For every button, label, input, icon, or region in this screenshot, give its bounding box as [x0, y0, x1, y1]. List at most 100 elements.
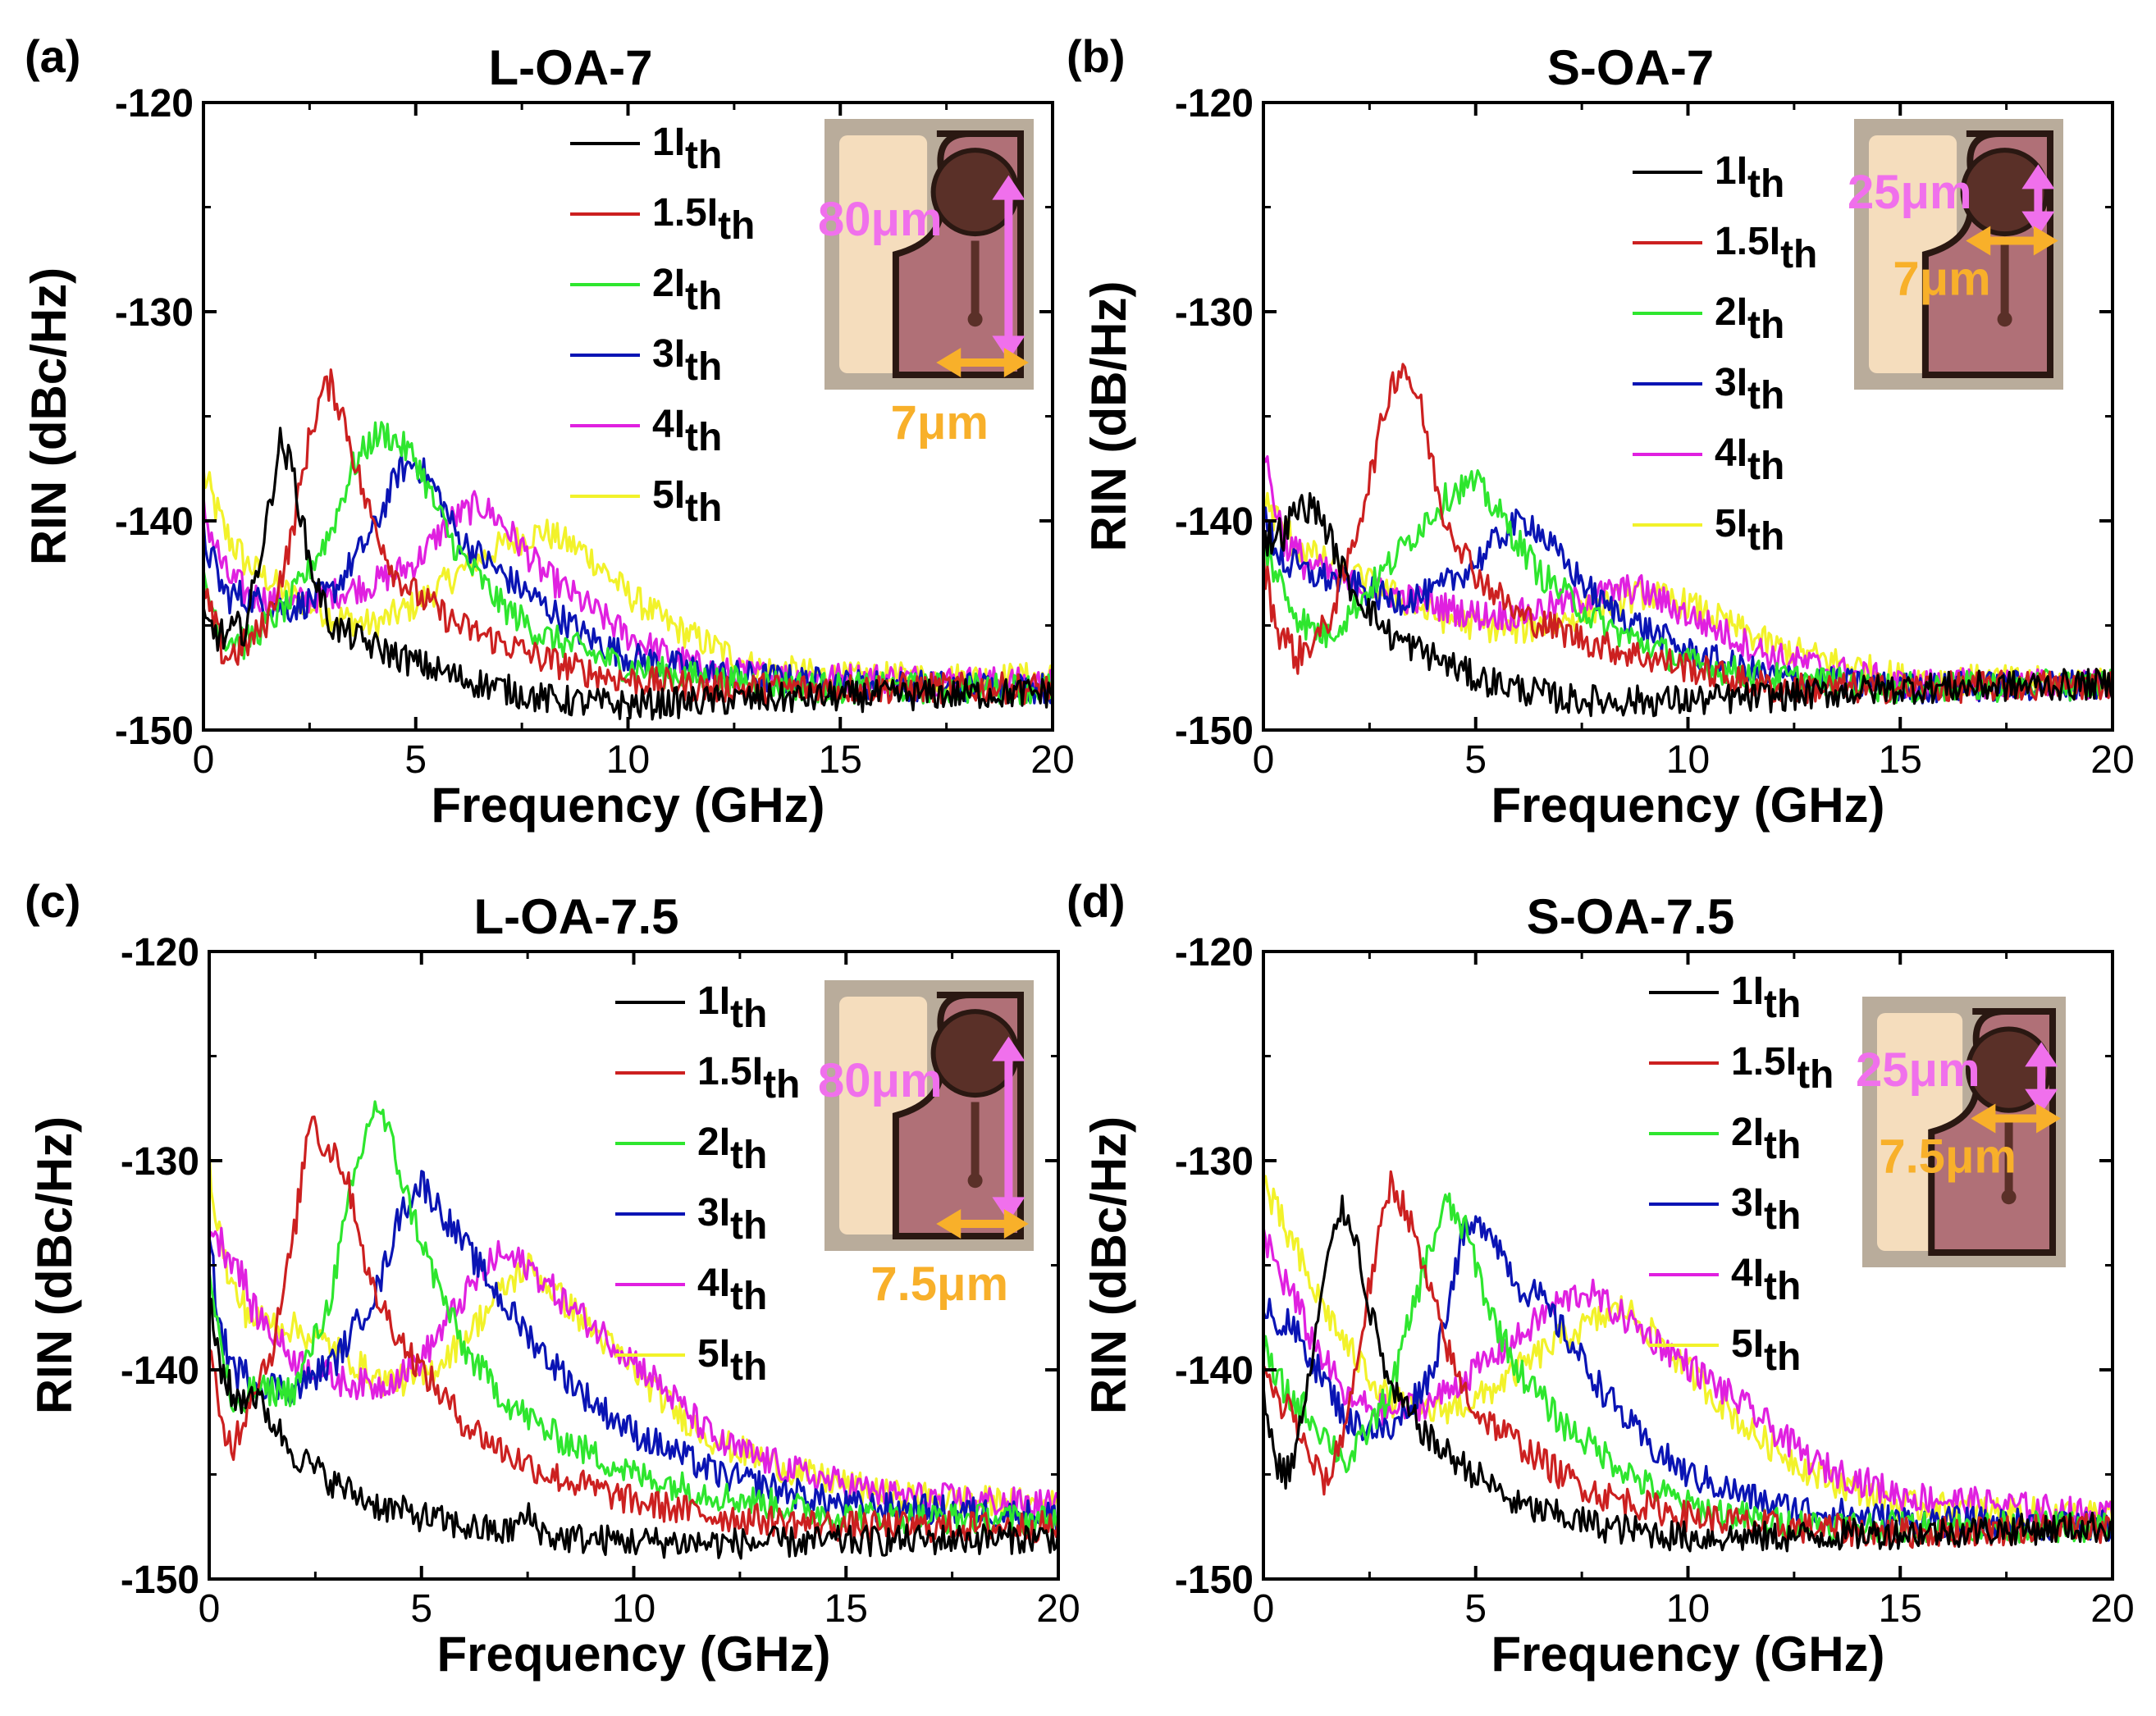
y-tick-label: -150 [1175, 1559, 1254, 1602]
legend-entry-3Ith: 3Ith [1633, 361, 1784, 418]
y-tick-label: -120 [1175, 931, 1254, 974]
legend-label-main: 5I [1731, 1322, 1764, 1366]
legend-label-sub: th [1764, 1335, 1801, 1379]
series-group [209, 1100, 1058, 1560]
legend-label: 3Ith [652, 332, 722, 389]
legend-label-sub: th [763, 1063, 800, 1107]
legend-label: 1Ith [697, 979, 767, 1036]
arrow-head-right [1003, 1209, 1029, 1239]
legend-label: 2Ith [652, 262, 722, 318]
series-line-1.5Ith [203, 368, 1053, 705]
legend-label-sub: th [1764, 1194, 1801, 1238]
panel-label: (a) [25, 30, 80, 82]
legend-label-main: 5I [1715, 502, 1747, 545]
chart-panel-2: (b) S-OA-7 0 5 10 15 20 -120 -130 -140 -150 Frequen… [1067, 30, 2135, 833]
legend-entry-5Ith: 5Ith [615, 1332, 767, 1389]
series-line-1Ith [1263, 1194, 2113, 1553]
legend-label-main: 3I [1731, 1181, 1764, 1225]
arrow-head-left [936, 1209, 962, 1239]
legend-label-sub: th [1747, 162, 1784, 206]
x-tick-label: 20 [2090, 1587, 2134, 1631]
x-tick-label: 10 [612, 1587, 655, 1631]
x-tick-label: 5 [1464, 738, 1487, 782]
legend-entry-1Ith: 1Ith [1633, 149, 1784, 206]
series-line-1Ith [209, 1298, 1058, 1560]
legend-label: 3Ith [1731, 1181, 1801, 1238]
y-tick-label: -130 [1175, 1140, 1254, 1184]
legend-entry-1Ith: 1Ith [1649, 970, 1801, 1026]
legend-label-main: 5I [697, 1332, 730, 1376]
series-line-2Ith [203, 421, 1053, 705]
legend-label: 1Ith [652, 121, 722, 177]
horizontal-dimension-label: 7μm [891, 396, 989, 450]
legend-entry-1.5Ith: 1.5Ith [1649, 1040, 1834, 1097]
x-tick-label: 0 [1253, 1587, 1275, 1631]
aperture [2001, 1189, 2017, 1205]
series-line-4Ith [209, 1226, 1058, 1522]
legend-label-sub: th [685, 486, 722, 530]
legend-entry-2Ith: 2Ith [1649, 1111, 1801, 1167]
legend-label-main: 3I [697, 1191, 730, 1235]
series-line-3Ith [1263, 1215, 2113, 1542]
series-line-4Ith [1263, 1226, 2113, 1531]
legend-label-main: 2I [652, 262, 685, 305]
series-line-3Ith [209, 1170, 1058, 1531]
series-line-4Ith [1263, 454, 2113, 701]
legend-label-sub: th [1780, 233, 1817, 276]
legend-entry-3Ith: 3Ith [570, 332, 722, 389]
x-tick-label: 15 [819, 738, 862, 782]
x-tick-label: 0 [1253, 738, 1275, 782]
legend-label: 1Ith [1715, 149, 1784, 206]
x-tick-label: 20 [1030, 738, 1074, 782]
legend-entry-5Ith: 5Ith [1633, 502, 1784, 559]
legend-label: 2Ith [1715, 290, 1784, 347]
legend-entry-4Ith: 4Ith [1649, 1252, 1801, 1308]
arrow-head-down [2025, 1088, 2058, 1114]
legend-label: 4Ith [1715, 431, 1784, 488]
arrow-head-up [992, 1036, 1025, 1061]
legend-label-main: 2I [1731, 1111, 1764, 1154]
legend-label-main: 2I [697, 1120, 730, 1164]
arrow-head-up [2025, 1042, 2058, 1067]
legend-label-sub: th [1764, 1265, 1801, 1308]
arrow-head-down [2021, 211, 2055, 236]
x-tick-label: 5 [410, 1587, 432, 1631]
legend-label-sub: th [730, 1345, 767, 1389]
legend-entry-1Ith: 1Ith [570, 121, 722, 177]
legend-label: 2Ith [697, 1120, 767, 1177]
legend-label-sub: th [685, 275, 722, 318]
legend-label-main: 1.5I [1715, 220, 1780, 263]
y-tick-label: -120 [1175, 82, 1254, 126]
horizontal-dimension-label: 7μm [1893, 253, 1990, 306]
aperture [967, 1173, 983, 1189]
arrow-head-up [2021, 164, 2055, 189]
x-tick-label: 15 [824, 1587, 868, 1631]
x-tick-label: 20 [1036, 1587, 1080, 1631]
legend-label-sub: th [730, 1275, 767, 1318]
y-tick-label: -130 [121, 1140, 199, 1184]
legend-label-sub: th [1747, 374, 1784, 418]
legend-label: 1.5Ith [697, 1050, 800, 1107]
y-axis-label: RIN (dBc/Hz) [27, 1116, 82, 1414]
series-line-1Ith [1263, 491, 2113, 718]
vertical-dimension-label: 80μm [818, 193, 943, 246]
x-tick-label: 5 [1464, 1587, 1487, 1631]
device-micrograph-inset: 80μm 7μm [818, 119, 1034, 450]
arrow-head-right [2033, 226, 2058, 256]
legend-label-sub: th [730, 1204, 767, 1248]
aperture [967, 312, 983, 327]
chart-title: L-OA-7.5 [473, 889, 678, 944]
legend-label-sub: th [1797, 1053, 1834, 1097]
legend-label-sub: th [1747, 445, 1784, 488]
legend-label-main: 1I [1715, 149, 1747, 193]
arrow-head-down [992, 1197, 1025, 1222]
x-axis-label: Frequency (GHz) [1491, 778, 1884, 833]
legend-label: 5Ith [1715, 502, 1784, 559]
legend-entry-2Ith: 2Ith [615, 1120, 767, 1177]
series-line-1Ith [203, 427, 1053, 721]
chart-panel-4: (d) S-OA-7.5 0 5 10 15 20 -120 -130 -140 -150 Frequ… [1067, 875, 2135, 1682]
legend-label-main: 1I [652, 121, 685, 164]
arrow-head-left [1966, 226, 1991, 256]
legend-entry-1.5Ith: 1.5Ith [1633, 220, 1817, 276]
